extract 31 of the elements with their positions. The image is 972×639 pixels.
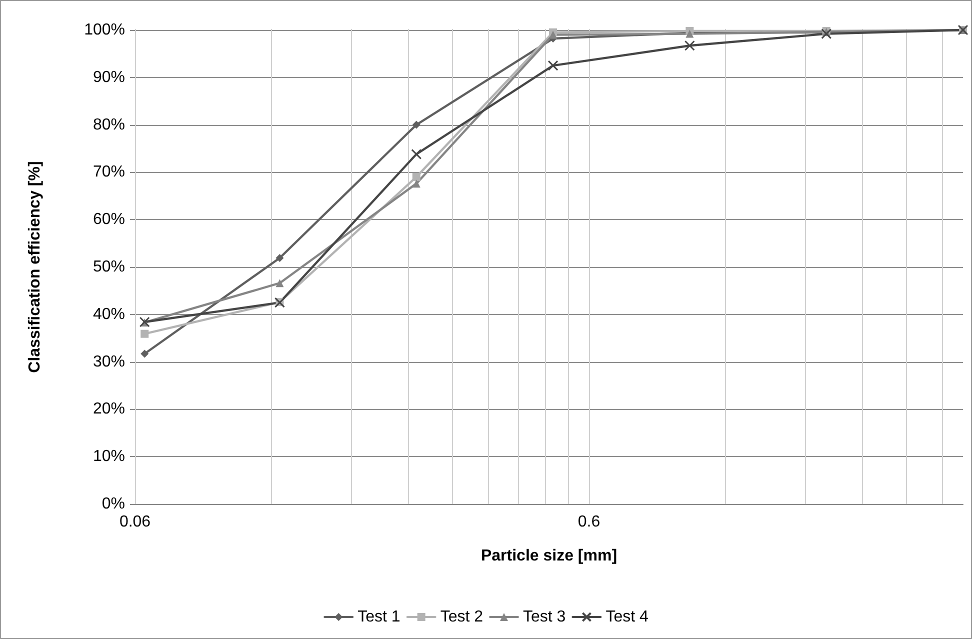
point	[548, 60, 558, 71]
y-tick-label: 40%	[92, 306, 125, 323]
point	[412, 172, 420, 181]
legend-label: Test 2	[440, 608, 484, 626]
y-tick-label: 100%	[84, 22, 125, 38]
x-tick-label: 0.6	[578, 514, 600, 530]
y-tick-label: 20%	[92, 400, 125, 418]
point	[684, 40, 695, 51]
y-tick-label: 70%	[92, 164, 125, 181]
point	[140, 330, 149, 338]
y-tick-label: 0%	[102, 496, 125, 512]
point	[821, 28, 832, 40]
y-tick-label: 80%	[92, 116, 125, 134]
y-tick-label: 50%	[92, 258, 125, 276]
x-tick-label: 0.06	[119, 514, 151, 530]
point	[412, 120, 420, 129]
point	[412, 180, 420, 188]
y-tick-label: 10%	[92, 448, 125, 466]
y-axis-title: Classification efficiency [%]	[26, 161, 44, 373]
y-tick-label: 60%	[92, 211, 125, 228]
point	[140, 350, 149, 358]
legend-label: Test 1	[358, 608, 400, 626]
x-axis-title: Particle size [mm]	[480, 548, 618, 564]
legend-label: Test 4	[606, 608, 648, 626]
point	[549, 30, 558, 39]
point	[276, 254, 284, 262]
legend-label: Test 3	[523, 608, 566, 626]
point	[411, 148, 422, 160]
point	[276, 279, 284, 288]
y-tick-label: 30%	[92, 353, 125, 370]
y-tick-label: 90%	[92, 68, 125, 86]
